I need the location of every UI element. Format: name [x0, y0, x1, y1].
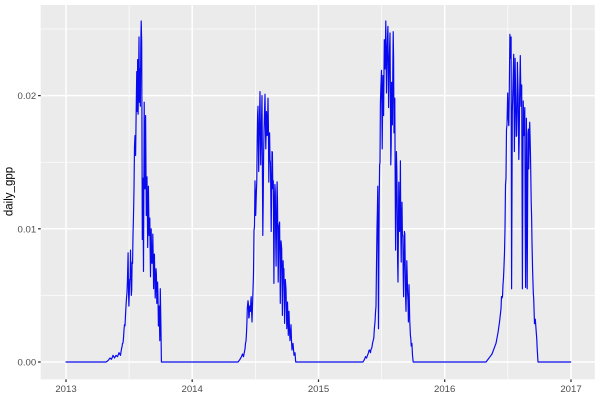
svg-text:0.02: 0.02 [18, 91, 37, 102]
svg-text:0.01: 0.01 [18, 224, 37, 235]
svg-text:2016: 2016 [434, 384, 455, 395]
svg-text:2014: 2014 [182, 384, 204, 395]
svg-text:2017: 2017 [560, 384, 581, 395]
svg-text:2015: 2015 [308, 384, 329, 395]
svg-text:2013: 2013 [55, 384, 76, 395]
svg-text:daily_gpp: daily_gpp [3, 167, 15, 216]
svg-text:0.00: 0.00 [18, 358, 37, 369]
